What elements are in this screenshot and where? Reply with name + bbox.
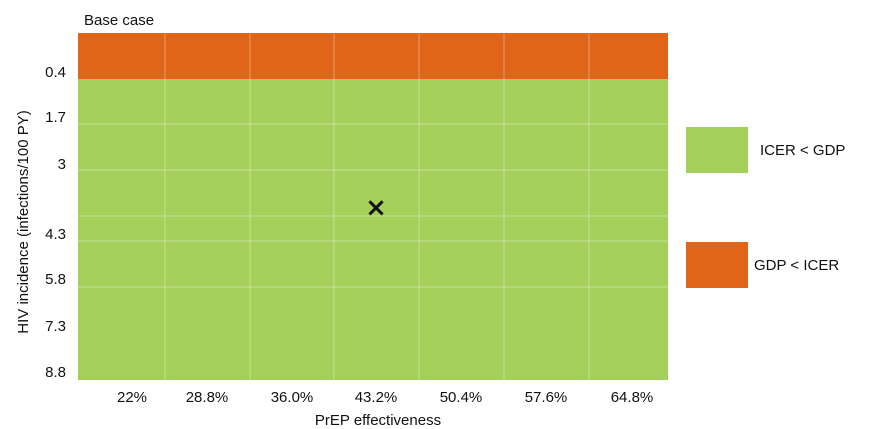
x-tick-label: 36.0% [271,389,314,406]
x-tick-label: 22% [117,389,147,406]
y-tick-labels: 0.4 1.7 3 4.3 5.8 7.3 8.8 [45,64,66,381]
y-tick-label: 7.3 [45,318,66,335]
y-tick-label: 1.7 [45,109,66,126]
x-tick-labels: 22% 28.8% 36.0% 43.2% 50.4% 57.6% 64.8% [117,389,653,406]
legend-swatch-orange [686,242,748,288]
region-gdp-icer [78,33,668,79]
base-case-marker: × [365,193,387,223]
base-case-annotation: Base case [84,12,154,29]
y-tick-label: 4.3 [45,226,66,243]
gridlines [78,33,668,380]
y-axis-label: HIV incidence (infections/100 PY) [15,110,32,333]
x-tick-label: 28.8% [186,389,229,406]
legend-label: GDP < ICER [754,256,840,274]
region-icer-gdp [78,79,668,380]
x-tick-label: 43.2% [355,389,398,406]
y-tick-label: 5.8 [45,271,66,288]
legend-item-gdp-below-icer: GDP < ICER [686,242,839,288]
y-tick-label: 8.8 [45,364,66,381]
region-layer [78,33,668,380]
legend-item-icer-below-gdp: ICER < GDP [686,127,845,173]
x-tick-label: 64.8% [611,389,654,406]
x-tick-label: 57.6% [525,389,568,406]
legend-label: ICER < GDP [760,141,846,159]
legend-swatch-green [686,127,748,173]
y-tick-label: 3 [58,156,66,173]
x-axis-label: PrEP effectiveness [315,412,441,429]
y-tick-label: 0.4 [45,64,66,81]
x-tick-label: 50.4% [440,389,483,406]
